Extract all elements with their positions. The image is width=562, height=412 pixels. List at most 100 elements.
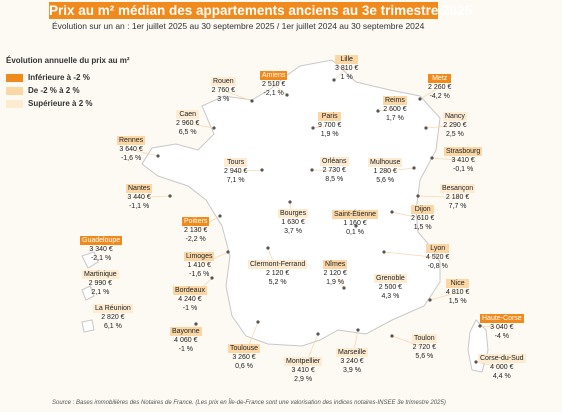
city-change: -4,2 % bbox=[429, 93, 450, 100]
leader-line bbox=[223, 90, 253, 102]
city-name: Nîmes bbox=[323, 260, 348, 269]
city-change: 4,4 % bbox=[492, 373, 511, 380]
leader-line bbox=[431, 157, 464, 161]
city-name: Lille bbox=[335, 55, 359, 64]
city-dot bbox=[156, 154, 160, 158]
city-change: -4 % bbox=[494, 333, 510, 340]
legend-swatch-above bbox=[6, 99, 23, 108]
city-price: 3 640 € bbox=[119, 146, 143, 153]
city-price: 2 990 € bbox=[88, 280, 113, 287]
city-dot bbox=[418, 97, 422, 101]
city-metz: Metz 2 260 € -4,2 % bbox=[428, 74, 452, 101]
city-price: 1 410 € bbox=[187, 262, 211, 269]
city-price: 2 600 € bbox=[383, 106, 407, 113]
city-martinique: Martinique 2 990 € 2,1 % bbox=[82, 270, 119, 297]
guadeloupe-shape bbox=[81, 251, 99, 269]
city-price: 2 120 € bbox=[265, 270, 290, 277]
leader-line bbox=[130, 149, 159, 157]
city-change: 6,1 % bbox=[103, 323, 122, 330]
city-name: Clermont-Ferrand bbox=[248, 260, 308, 269]
city-name: Nancy bbox=[443, 112, 467, 121]
city-price: 2 940 € bbox=[224, 168, 248, 175]
leader-line bbox=[391, 211, 423, 219]
city-price: 4 060 € bbox=[174, 337, 198, 344]
city-change: 1 % bbox=[340, 74, 353, 81]
leader-lines bbox=[130, 68, 503, 371]
city-strasbourg: Strasbourg 3 410 € -0,1 % bbox=[444, 147, 483, 174]
city-change: 1,9 % bbox=[326, 279, 345, 286]
city-price: 2 120 € bbox=[323, 270, 347, 277]
leader-line bbox=[425, 125, 456, 129]
city-price: 2 180 € bbox=[445, 194, 470, 201]
city-dot bbox=[260, 168, 264, 172]
city-change: -0,1 % bbox=[453, 166, 474, 173]
city-change: 5,2 % bbox=[268, 279, 287, 286]
city-name: Grenoble bbox=[374, 274, 407, 283]
city-price: 2 610 € bbox=[411, 215, 435, 222]
city-price: 3 410 € bbox=[451, 157, 475, 164]
city-change: -2,2 % bbox=[185, 236, 206, 243]
leader-line bbox=[312, 125, 330, 129]
city-name: Nice bbox=[446, 279, 470, 288]
city-nancy: Nancy 2 290 € 2,5 % bbox=[443, 112, 467, 139]
city-dot bbox=[424, 126, 428, 130]
city-dot bbox=[210, 276, 214, 280]
city-dot bbox=[474, 360, 478, 364]
city-dot bbox=[316, 332, 320, 336]
city-name: Bourges bbox=[278, 209, 309, 218]
city-name: Guadeloupe bbox=[80, 236, 123, 245]
city-change: 3,7 % bbox=[284, 228, 302, 235]
leader-line bbox=[334, 273, 345, 289]
city-name: Mulhouse bbox=[368, 158, 403, 167]
city-name: Dijon bbox=[411, 205, 435, 214]
city-change: 1,9 % bbox=[320, 131, 339, 138]
city-change: 2,5 % bbox=[445, 131, 464, 138]
city-change: -0,8 % bbox=[427, 263, 448, 270]
city-name: Martinique bbox=[82, 270, 119, 279]
city-name: La Réunion bbox=[93, 304, 133, 313]
page-title: Prix au m² médian des appartements ancie… bbox=[49, 2, 473, 19]
legend-label-below: Inférieure à -2 % bbox=[28, 73, 90, 82]
city-change: 7,1 % bbox=[226, 177, 245, 184]
city-name: Marseille bbox=[336, 348, 369, 357]
city-name: Orléans bbox=[320, 157, 349, 166]
city-change: 1,5 % bbox=[413, 224, 432, 231]
city-caen: Caen 2 960 € 6,5 % bbox=[176, 110, 200, 137]
reunion-shape bbox=[81, 319, 95, 333]
city-dot bbox=[226, 250, 230, 254]
martinique-shape bbox=[81, 285, 95, 301]
legend-swatch-below bbox=[6, 73, 23, 82]
city-change: -1,1 % bbox=[128, 203, 150, 210]
city-bourges: Bourges 1 630 € 3,7 % bbox=[278, 209, 309, 236]
city-bayonne: Bayonne 4 060 € -1 % bbox=[170, 327, 202, 354]
city-name: Haute-Corse bbox=[480, 314, 524, 323]
city-change: 3 % bbox=[217, 96, 230, 103]
city-corse-du-sud: Corse-du-Sud 4 000 € 4,4 % bbox=[478, 354, 526, 381]
city-price: 2 730 € bbox=[322, 167, 346, 174]
city-change: -2,1 % bbox=[90, 255, 112, 262]
city-name: Toulouse bbox=[228, 344, 261, 353]
city-clermont-ferrand: Clermont-Ferrand 2 120 € 5,2 % bbox=[248, 260, 308, 287]
legend-item-below: Inférieure à -2 % bbox=[6, 73, 90, 82]
city-change: -1 % bbox=[182, 305, 198, 312]
leader-line bbox=[377, 109, 396, 112]
leader-line bbox=[235, 169, 263, 172]
city-price: 4 000 € bbox=[490, 364, 514, 371]
page-subtitle: Évolution sur un an : 1er juillet 2025 a… bbox=[52, 21, 425, 31]
city-paris: Paris 9 700 € 1,9 % bbox=[318, 112, 342, 139]
city-dots bbox=[156, 78, 482, 364]
city-price: 4 810 € bbox=[446, 289, 470, 296]
city-price: 4 520 € bbox=[426, 254, 450, 261]
city-name: Limoges bbox=[184, 252, 215, 261]
city-dot bbox=[390, 334, 394, 338]
city-name: Metz bbox=[428, 74, 452, 83]
city-price: 1 630 € bbox=[281, 219, 305, 226]
city-dot bbox=[250, 99, 254, 103]
city-la-reunion: La Réunion 2 820 € 6,1 % bbox=[93, 304, 133, 331]
city-change: 1,7 % bbox=[385, 115, 404, 122]
city-change: 7,7 % bbox=[448, 203, 467, 210]
city-dot bbox=[266, 246, 270, 250]
city-rouen: Rouen 2 760 € 3 % bbox=[211, 77, 236, 104]
city-change: 8,5 % bbox=[325, 176, 344, 183]
city-price: 2 130 € bbox=[183, 227, 208, 234]
